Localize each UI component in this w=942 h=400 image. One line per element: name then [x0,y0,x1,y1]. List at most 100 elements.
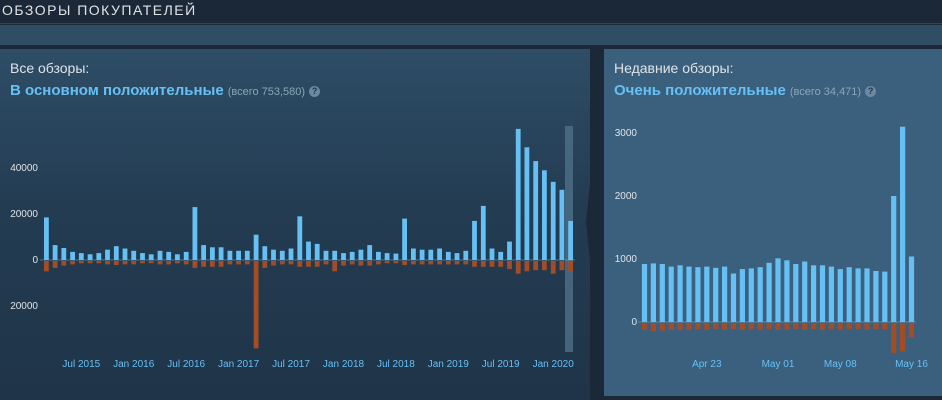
recent-positive-bar[interactable] [668,266,674,322]
all-positive-bar[interactable] [542,170,547,260]
all-negative-bar[interactable] [384,261,390,264]
recent-positive-bar[interactable] [846,267,852,322]
all-negative-bar[interactable] [70,261,75,265]
all-negative-bar[interactable] [210,261,215,267]
all-positive-bar[interactable] [480,205,486,260]
recent-positive-bar[interactable] [891,196,897,322]
all-negative-bar[interactable] [52,261,58,268]
all-positive-bar[interactable] [428,249,434,260]
all-positive-bar[interactable] [559,189,565,260]
all-positive-bar[interactable] [402,218,407,260]
recent-negative-bar[interactable] [891,323,897,354]
recent-negative-bar[interactable] [766,323,772,330]
all-negative-bar[interactable] [96,261,102,264]
all-positive-bar[interactable] [253,234,259,260]
all-positive-bar[interactable] [323,250,329,260]
help-icon[interactable]: ? [309,86,321,97]
recent-negative-bar[interactable] [686,323,692,330]
all-positive-bar[interactable] [367,245,373,260]
all-positive-bar[interactable] [183,251,189,260]
all-negative-bar[interactable] [244,261,250,265]
recent-positive-bar[interactable] [766,262,772,322]
all-positive-bar[interactable] [498,251,504,260]
all-negative-bar[interactable] [568,261,573,272]
all-positive-bar[interactable] [262,246,268,260]
recent-positive-bar[interactable] [641,264,648,322]
recent-positive-bar[interactable] [873,271,879,322]
all-positive-bar[interactable] [314,243,320,260]
recent-negative-bar[interactable] [704,323,710,330]
all-negative-bar[interactable] [489,261,495,267]
all-positive-bar[interactable] [44,217,49,260]
recent-positive-bar[interactable] [837,269,843,322]
all-negative-bar[interactable] [550,261,556,274]
recent-negative-bar[interactable] [802,323,808,330]
review-filter-bar[interactable] [0,25,942,45]
all-negative-bar[interactable] [105,261,110,265]
all-negative-bar[interactable] [61,261,67,266]
recent-positive-bar[interactable] [784,260,790,322]
all-negative-bar[interactable] [288,261,294,265]
all-positive-bar[interactable] [122,248,128,261]
recent-positive-bar[interactable] [650,263,656,322]
recent-positive-bar[interactable] [686,266,692,322]
all-positive-bar[interactable] [568,220,573,260]
recent-negative-bar[interactable] [677,323,683,330]
all-negative-bar[interactable] [393,261,399,264]
all-positive-bar[interactable] [236,250,241,260]
recent-positive-bar[interactable] [864,268,870,322]
all-positive-bar[interactable] [550,181,556,260]
all-positive-bar[interactable] [393,253,399,260]
all-positive-bar[interactable] [140,253,145,260]
all-negative-bar[interactable] [227,261,233,265]
all-positive-bar[interactable] [244,250,250,260]
recent-negative-bar[interactable] [811,323,817,330]
all-positive-bar[interactable] [533,161,539,260]
all-negative-bar[interactable] [437,261,442,265]
all-negative-bar[interactable] [428,261,434,265]
recent-positive-bar[interactable] [730,273,737,323]
all-positive-bar[interactable] [376,251,381,260]
all-positive-bar[interactable] [454,253,460,260]
recent-positive-bar[interactable] [793,264,799,322]
all-positive-bar[interactable] [515,128,521,260]
all-positive-bar[interactable] [175,254,180,261]
all-negative-bar[interactable] [166,261,172,265]
recent-positive-bar[interactable] [748,268,754,322]
recent-negative-bar[interactable] [908,323,915,338]
all-positive-bar[interactable] [445,251,451,260]
all-negative-bar[interactable] [454,261,460,265]
all-positive-bar[interactable] [227,250,233,260]
recent-positive-bar[interactable] [722,266,728,322]
recent-negative-bar[interactable] [793,323,799,330]
all-negative-bar[interactable] [262,261,268,268]
all-negative-bar[interactable] [358,261,364,266]
recent-positive-bar[interactable] [819,265,826,322]
all-positive-bar[interactable] [131,250,137,260]
all-positive-bar[interactable] [96,253,102,260]
all-negative-bar[interactable] [559,261,565,271]
recent-reviews-rating[interactable]: Очень положительные [614,82,786,99]
all-positive-bar[interactable] [148,254,154,261]
all-positive-bar[interactable] [279,250,285,260]
recent-negative-bar[interactable] [828,323,834,330]
all-negative-bar[interactable] [253,261,259,349]
all-negative-bar[interactable] [463,261,469,265]
recent-negative-bar[interactable] [659,323,665,331]
all-positive-bar[interactable] [419,249,425,260]
recent-positive-bar[interactable] [713,267,719,322]
recent-negative-bar[interactable] [722,323,728,330]
all-positive-bar[interactable] [105,249,110,260]
recent-positive-bar[interactable] [677,265,683,322]
all-negative-bar[interactable] [472,261,477,267]
all-negative-bar[interactable] [480,261,486,267]
all-negative-bar[interactable] [533,261,539,271]
recent-negative-bar[interactable] [837,323,843,330]
all-positive-bar[interactable] [341,253,346,260]
all-negative-bar[interactable] [515,261,521,274]
recent-positive-bar[interactable] [811,265,817,322]
all-negative-bar[interactable] [376,261,381,265]
all-negative-bar[interactable] [87,261,93,264]
all-negative-bar[interactable] [148,261,154,264]
all-negative-bar[interactable] [349,261,355,265]
